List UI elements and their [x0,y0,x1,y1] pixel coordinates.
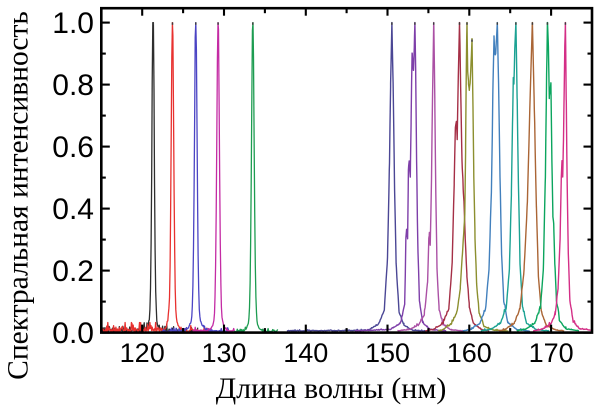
svg-text:Длина волны (нм): Длина волны (нм) [216,372,447,405]
svg-text:0.0: 0.0 [52,317,94,350]
svg-text:0.6: 0.6 [52,131,94,164]
svg-text:1.0: 1.0 [52,7,94,40]
svg-text:140: 140 [283,338,328,368]
svg-text:Спектральная интенсивность: Спектральная интенсивность [3,11,35,380]
svg-text:170: 170 [529,338,574,368]
svg-text:160: 160 [447,338,492,368]
svg-text:130: 130 [201,338,246,368]
svg-text:0.8: 0.8 [52,69,94,102]
svg-text:0.4: 0.4 [52,193,94,226]
svg-text:120: 120 [120,338,165,368]
svg-text:150: 150 [365,338,410,368]
svg-text:0.2: 0.2 [52,255,94,288]
